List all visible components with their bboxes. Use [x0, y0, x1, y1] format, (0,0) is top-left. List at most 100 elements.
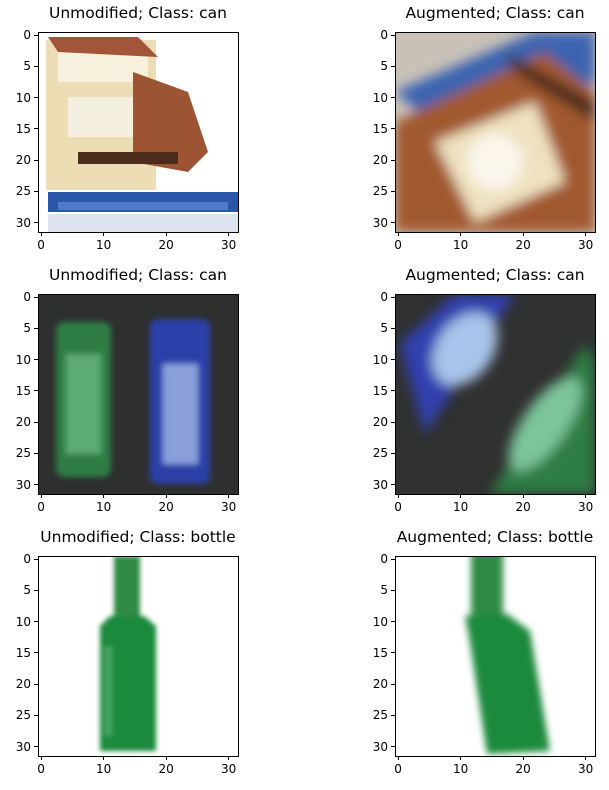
- x-tick-mark: [228, 494, 230, 498]
- y-tick-label: 25: [15, 446, 31, 461]
- y-tick-mark: [34, 589, 38, 591]
- y-tick-mark: [34, 652, 38, 654]
- y-tick-label: 0: [380, 290, 388, 305]
- y-tick-mark: [391, 484, 395, 486]
- y-tick-mark: [391, 190, 395, 192]
- x-tick-label: 0: [37, 762, 45, 776]
- y-tick-label: 5: [23, 321, 31, 336]
- y-tick-label: 20: [372, 153, 388, 168]
- y-tick-label: 25: [372, 184, 388, 199]
- y-tick-mark: [34, 128, 38, 130]
- x-tick-mark: [165, 756, 167, 760]
- y-tick-label: 5: [380, 321, 388, 336]
- y-tick-mark: [391, 327, 395, 329]
- y-tick-label: 20: [372, 415, 388, 430]
- y-tick-label: 0: [380, 28, 388, 43]
- x-tick-mark: [585, 494, 587, 498]
- y-tick-label: 10: [15, 352, 31, 367]
- y-tick-mark: [34, 97, 38, 99]
- y-tick-label: 10: [15, 90, 31, 105]
- y-tick-label: 25: [372, 446, 388, 461]
- y-tick-mark: [34, 65, 38, 67]
- x-tick-label: 0: [394, 238, 402, 252]
- x-tick-mark: [228, 232, 230, 236]
- x-tick-label: 0: [37, 238, 45, 252]
- x-tick-mark: [585, 756, 587, 760]
- y-tick-mark: [34, 359, 38, 361]
- x-tick-label: 30: [577, 762, 594, 776]
- x-tick-mark: [522, 756, 524, 760]
- y-tick-mark: [34, 390, 38, 392]
- x-tick-label: 20: [158, 762, 174, 776]
- y-tick-mark: [391, 421, 395, 423]
- y-tick-mark: [391, 589, 395, 591]
- image-two-cans-augmented: [395, 294, 595, 494]
- y-tick-label: 5: [380, 583, 388, 598]
- y-tick-label: 5: [380, 59, 388, 74]
- y-tick-label: 25: [15, 184, 31, 199]
- y-tick-label: 15: [15, 645, 31, 660]
- x-tick-mark: [460, 756, 462, 760]
- x-tick-mark: [585, 232, 587, 236]
- x-tick-mark: [103, 232, 105, 236]
- x-tick-mark: [40, 756, 42, 760]
- y-tick-label: 25: [372, 708, 388, 723]
- y-tick-label: 0: [23, 290, 31, 305]
- y-tick-mark: [391, 621, 395, 623]
- y-tick-mark: [391, 97, 395, 99]
- y-tick-label: 5: [23, 583, 31, 598]
- y-tick-label: 15: [372, 383, 388, 398]
- y-tick-mark: [391, 452, 395, 454]
- y-tick-mark: [34, 296, 38, 298]
- y-tick-mark: [34, 327, 38, 329]
- y-tick-label: 10: [372, 352, 388, 367]
- y-tick-mark: [391, 296, 395, 298]
- x-tick-mark: [397, 756, 399, 760]
- x-tick-label: 30: [220, 500, 237, 514]
- x-tick-label: 20: [158, 500, 174, 514]
- x-tick-mark: [165, 494, 167, 498]
- y-tick-mark: [34, 190, 38, 192]
- y-tick-mark: [391, 746, 395, 748]
- panel-title: Unmodified; Class: bottle: [40, 528, 236, 546]
- y-tick-label: 30: [372, 477, 388, 492]
- y-tick-label: 20: [15, 677, 31, 692]
- y-tick-label: 0: [380, 552, 388, 567]
- x-tick-label: 10: [452, 500, 469, 514]
- panel-title: Unmodified; Class: can: [49, 266, 227, 284]
- x-tick-mark: [460, 232, 462, 236]
- x-tick-mark: [522, 494, 524, 498]
- y-tick-mark: [391, 128, 395, 130]
- y-tick-mark: [391, 65, 395, 67]
- y-tick-label: 25: [15, 708, 31, 723]
- x-tick-mark: [397, 494, 399, 498]
- image-can-box-augmented: [395, 32, 595, 232]
- y-tick-label: 0: [23, 28, 31, 43]
- x-tick-mark: [522, 232, 524, 236]
- x-tick-label: 20: [515, 500, 531, 514]
- panel-title: Augmented; Class: bottle: [396, 528, 594, 546]
- y-tick-mark: [34, 421, 38, 423]
- y-tick-label: 20: [372, 677, 388, 692]
- y-tick-mark: [34, 621, 38, 623]
- panel-title: Augmented; Class: can: [405, 266, 585, 284]
- x-tick-label: 20: [515, 238, 531, 252]
- image-green-bottle-original: [38, 556, 238, 756]
- y-tick-mark: [34, 558, 38, 560]
- x-tick-label: 20: [158, 238, 174, 252]
- y-tick-label: 15: [372, 645, 388, 660]
- x-tick-mark: [228, 756, 230, 760]
- x-tick-label: 0: [394, 500, 402, 514]
- panel-title: Unmodified; Class: can: [49, 4, 227, 22]
- y-tick-mark: [34, 159, 38, 161]
- y-tick-mark: [391, 359, 395, 361]
- y-tick-label: 5: [23, 59, 31, 74]
- y-tick-mark: [34, 452, 38, 454]
- y-tick-mark: [391, 390, 395, 392]
- y-tick-mark: [34, 222, 38, 224]
- y-tick-mark: [391, 683, 395, 685]
- y-tick-mark: [391, 34, 395, 36]
- y-tick-label: 30: [15, 739, 31, 754]
- image-two-cans-original: [38, 294, 238, 494]
- y-tick-label: 15: [372, 121, 388, 136]
